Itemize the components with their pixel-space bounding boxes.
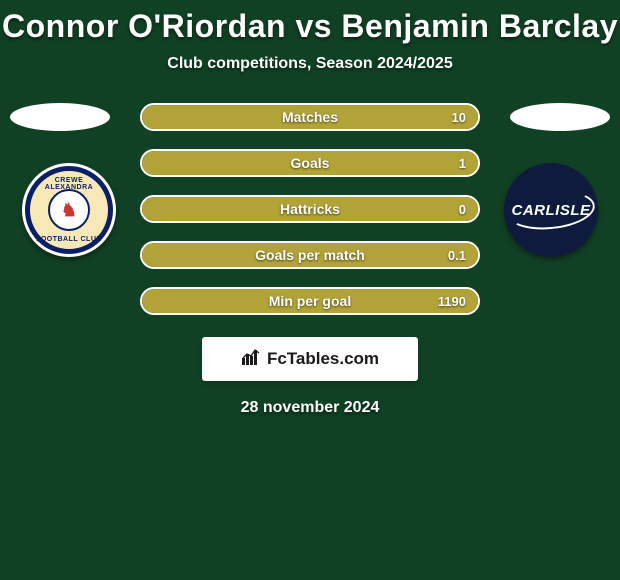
stat-value: 0.1 [448,243,466,267]
stat-value: 0 [459,197,466,221]
stat-value: 1 [459,151,466,175]
stat-bar: Min per goal1190 [140,287,480,315]
left-badge-bottom-text: FOOTBALL CLUB [30,236,108,243]
left-club-badge: CREWE ALEXANDRA ♞ FOOTBALL CLUB [22,163,116,257]
stat-value: 10 [452,105,466,129]
stat-label: Hattricks [142,197,478,221]
right-club-badge: CARLISLE [504,163,598,257]
page-title: Connor O'Riordan vs Benjamin Barclay [0,8,620,45]
stat-bar: Goals per match0.1 [140,241,480,269]
page-subtitle: Club competitions, Season 2024/2025 [0,55,620,73]
stat-label: Min per goal [142,289,478,313]
right-shadow-oval [510,103,610,131]
stat-bar: Matches10 [140,103,480,131]
stat-bar: Goals1 [140,149,480,177]
left-badge-top-text: CREWE ALEXANDRA [30,177,108,191]
brand-name: FcTables.com [267,349,379,369]
stat-bars: Matches10Goals1Hattricks0Goals per match… [140,103,480,315]
stat-label: Goals [142,151,478,175]
left-badge-glyph-icon: ♞ [48,189,90,231]
stat-label: Matches [142,105,478,129]
stat-value: 1190 [438,289,466,313]
stat-label: Goals per match [142,243,478,267]
right-badge-swoosh-icon [505,187,596,234]
date-label: 28 november 2024 [0,399,620,417]
brand-box: FcTables.com [202,337,418,381]
stat-bar: Hattricks0 [140,195,480,223]
left-shadow-oval [10,103,110,131]
bar-chart-icon [241,348,261,371]
comparison-panel: CREWE ALEXANDRA ♞ FOOTBALL CLUB CARLISLE… [0,103,620,417]
